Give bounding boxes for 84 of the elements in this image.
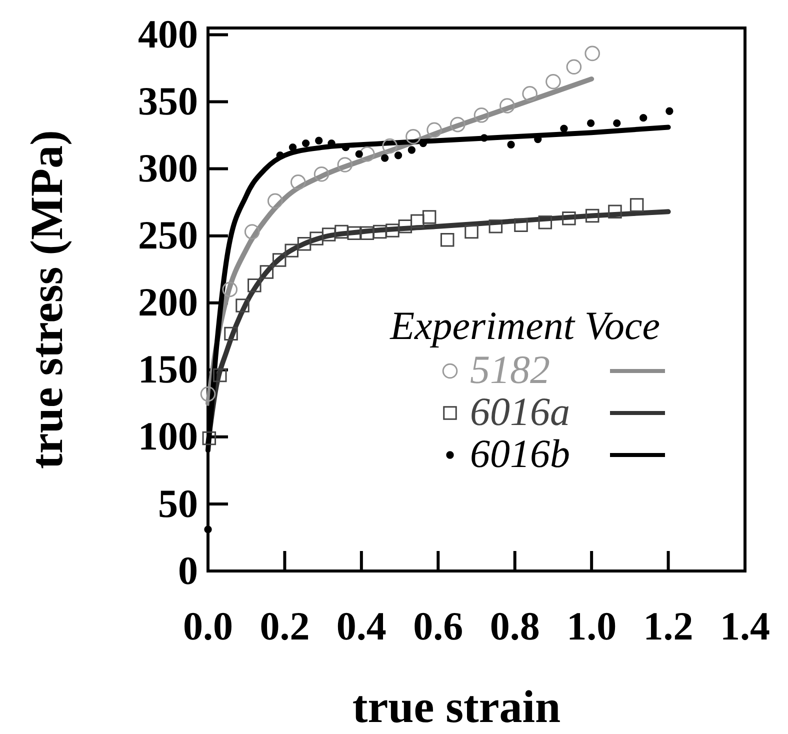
x-tick-label: 0.6: [413, 603, 464, 648]
y-tick-label: 100: [138, 414, 198, 459]
y-tick-label: 0: [178, 548, 198, 593]
point: [380, 154, 389, 162]
point: [302, 139, 310, 148]
y-tick-label: 300: [138, 146, 198, 191]
point: [500, 98, 515, 114]
point: [640, 114, 648, 122]
point: [288, 143, 297, 152]
legend-label: 6016b: [470, 431, 570, 476]
point: [382, 138, 398, 154]
point: [314, 166, 330, 182]
legend-title: Experiment Voce: [389, 303, 660, 348]
point: [410, 214, 424, 228]
point: [267, 193, 283, 209]
point: [204, 526, 212, 534]
x-tick-label: 0.0: [183, 603, 233, 648]
x-tick-label: 0.2: [260, 603, 310, 648]
point: [202, 431, 216, 446]
point: [613, 119, 621, 128]
y-tick-label: 200: [138, 280, 198, 325]
point: [236, 298, 250, 312]
point: [310, 232, 324, 246]
point: [406, 128, 421, 144]
point: [360, 226, 374, 240]
point: [562, 212, 576, 226]
point: [586, 119, 595, 128]
point: [464, 224, 478, 239]
y-tick-label: 350: [138, 78, 198, 124]
point: [398, 220, 412, 234]
point: [200, 386, 216, 402]
point: [284, 244, 298, 258]
point: [450, 116, 466, 132]
point: [222, 282, 238, 298]
x-tick-label: 0.4: [336, 603, 386, 648]
point: [566, 59, 582, 75]
y-axis-title: true stress (MPa): [21, 130, 72, 469]
point: [372, 224, 387, 239]
point: [514, 218, 528, 232]
legend-label: 5182: [470, 347, 550, 392]
point: [546, 74, 561, 90]
point: [584, 46, 600, 62]
point: [608, 204, 622, 219]
y-tick-label: 50: [158, 480, 198, 526]
y-tick-label: 250: [138, 212, 198, 258]
x-tick-label: 1.2: [643, 603, 694, 648]
point: [666, 107, 674, 115]
point: [213, 368, 227, 382]
point: [360, 146, 375, 162]
x-tick-label: 1.4: [720, 603, 770, 648]
point: [386, 224, 400, 238]
point: [440, 232, 454, 247]
y-tick-label: 400: [138, 12, 198, 57]
point: [507, 140, 515, 148]
point: [426, 122, 442, 138]
point: [272, 253, 286, 267]
x-tick-label: 1.0: [566, 603, 617, 648]
point: [244, 224, 260, 240]
point: [334, 224, 348, 239]
point: [297, 236, 312, 251]
y-tick-label: 150: [138, 346, 198, 392]
point: [538, 216, 552, 230]
x-tick-label: 0.8: [490, 603, 540, 648]
point: [248, 278, 262, 292]
point: [347, 226, 362, 240]
point: [290, 174, 306, 190]
legend-label: 6016a: [470, 389, 570, 434]
point: [422, 210, 436, 224]
point: [224, 326, 238, 341]
point: [260, 265, 274, 279]
point: [474, 108, 490, 123]
point: [408, 146, 416, 154]
point: [480, 134, 488, 142]
point: [355, 150, 363, 158]
point: [630, 198, 644, 212]
point: [522, 86, 538, 102]
point: [585, 208, 600, 223]
point: [488, 220, 503, 234]
point: [560, 124, 568, 132]
x-axis-title: true strain: [352, 681, 561, 732]
point: [315, 136, 323, 144]
point: [322, 228, 336, 242]
point: [337, 157, 353, 172]
point: [394, 152, 402, 160]
